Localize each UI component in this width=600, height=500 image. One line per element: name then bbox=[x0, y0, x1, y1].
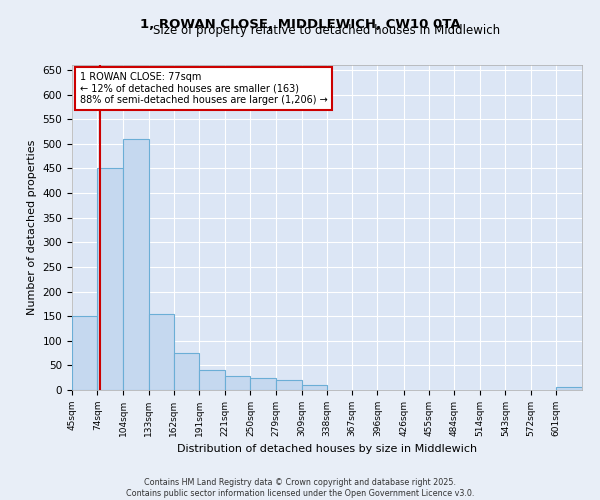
Bar bbox=[149, 314, 174, 390]
Bar bbox=[97, 168, 124, 390]
Bar bbox=[72, 316, 97, 390]
Bar bbox=[174, 353, 199, 390]
Bar bbox=[302, 385, 327, 390]
Text: Contains HM Land Registry data © Crown copyright and database right 2025.
Contai: Contains HM Land Registry data © Crown c… bbox=[126, 478, 474, 498]
X-axis label: Distribution of detached houses by size in Middlewich: Distribution of detached houses by size … bbox=[177, 444, 477, 454]
Bar bbox=[275, 380, 302, 390]
Bar bbox=[199, 370, 225, 390]
Bar bbox=[124, 139, 149, 390]
Bar bbox=[250, 378, 275, 390]
Y-axis label: Number of detached properties: Number of detached properties bbox=[27, 140, 37, 315]
Title: Size of property relative to detached houses in Middlewich: Size of property relative to detached ho… bbox=[154, 24, 500, 38]
Text: 1 ROWAN CLOSE: 77sqm
← 12% of detached houses are smaller (163)
88% of semi-deta: 1 ROWAN CLOSE: 77sqm ← 12% of detached h… bbox=[80, 72, 328, 104]
Text: 1, ROWAN CLOSE, MIDDLEWICH, CW10 0TA: 1, ROWAN CLOSE, MIDDLEWICH, CW10 0TA bbox=[140, 18, 460, 30]
Bar bbox=[556, 386, 582, 390]
Bar bbox=[225, 376, 250, 390]
